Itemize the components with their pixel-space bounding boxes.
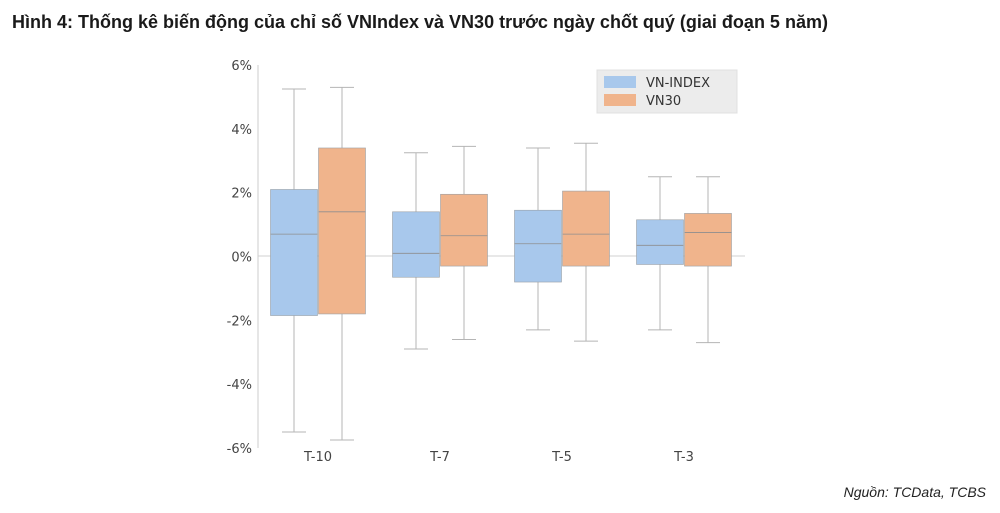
figure-title: Hình 4: Thống kê biến động của chỉ số VN… [12, 12, 828, 32]
box-vn30-t-3 [684, 176, 732, 344]
y-tick-label: 2% [231, 187, 252, 202]
y-tick-label: 6% [231, 59, 252, 74]
box-vnindex-t-3 [636, 176, 684, 331]
legend-label: VN-INDEX [646, 76, 710, 91]
x-tick-label: T-10 [303, 450, 332, 465]
source-note: Nguồn: TCData, TCBS [843, 484, 986, 500]
legend-swatch [604, 94, 636, 106]
x-tick-label: T-3 [673, 450, 694, 465]
y-tick-label: -4% [227, 378, 252, 393]
y-tick-label: 0% [231, 251, 252, 266]
box-vnindex-t-10 [270, 88, 318, 433]
box-body [636, 219, 684, 265]
boxes [270, 86, 732, 441]
x-tick-label: T-7 [429, 450, 450, 465]
box-vn30-t-5 [562, 142, 610, 342]
box-body [514, 209, 562, 283]
legend-label: VN30 [646, 94, 681, 109]
box-body [684, 213, 732, 267]
box-body [440, 193, 488, 267]
x-tick-labels: T-10 T-7 T-5 T-3 [303, 450, 694, 465]
y-tick-label: -2% [227, 314, 252, 329]
box-body [270, 189, 318, 316]
box-vnindex-t-5 [514, 147, 562, 331]
box-body [318, 147, 366, 315]
legend: VN-INDEX VN30 [596, 69, 738, 114]
box-vn30-t-10 [318, 86, 366, 441]
y-tick-label: -6% [227, 442, 252, 457]
box-body [562, 190, 610, 267]
box-body [392, 211, 440, 278]
box-vnindex-t-7 [392, 152, 440, 350]
legend-swatch [604, 76, 636, 88]
y-tick-label: 4% [231, 123, 252, 138]
x-tick-label: T-5 [551, 450, 572, 465]
box-vn30-t-7 [440, 145, 488, 340]
y-tick-labels: -6% -4% -2% 0% 2% 4% 6% [227, 59, 252, 457]
